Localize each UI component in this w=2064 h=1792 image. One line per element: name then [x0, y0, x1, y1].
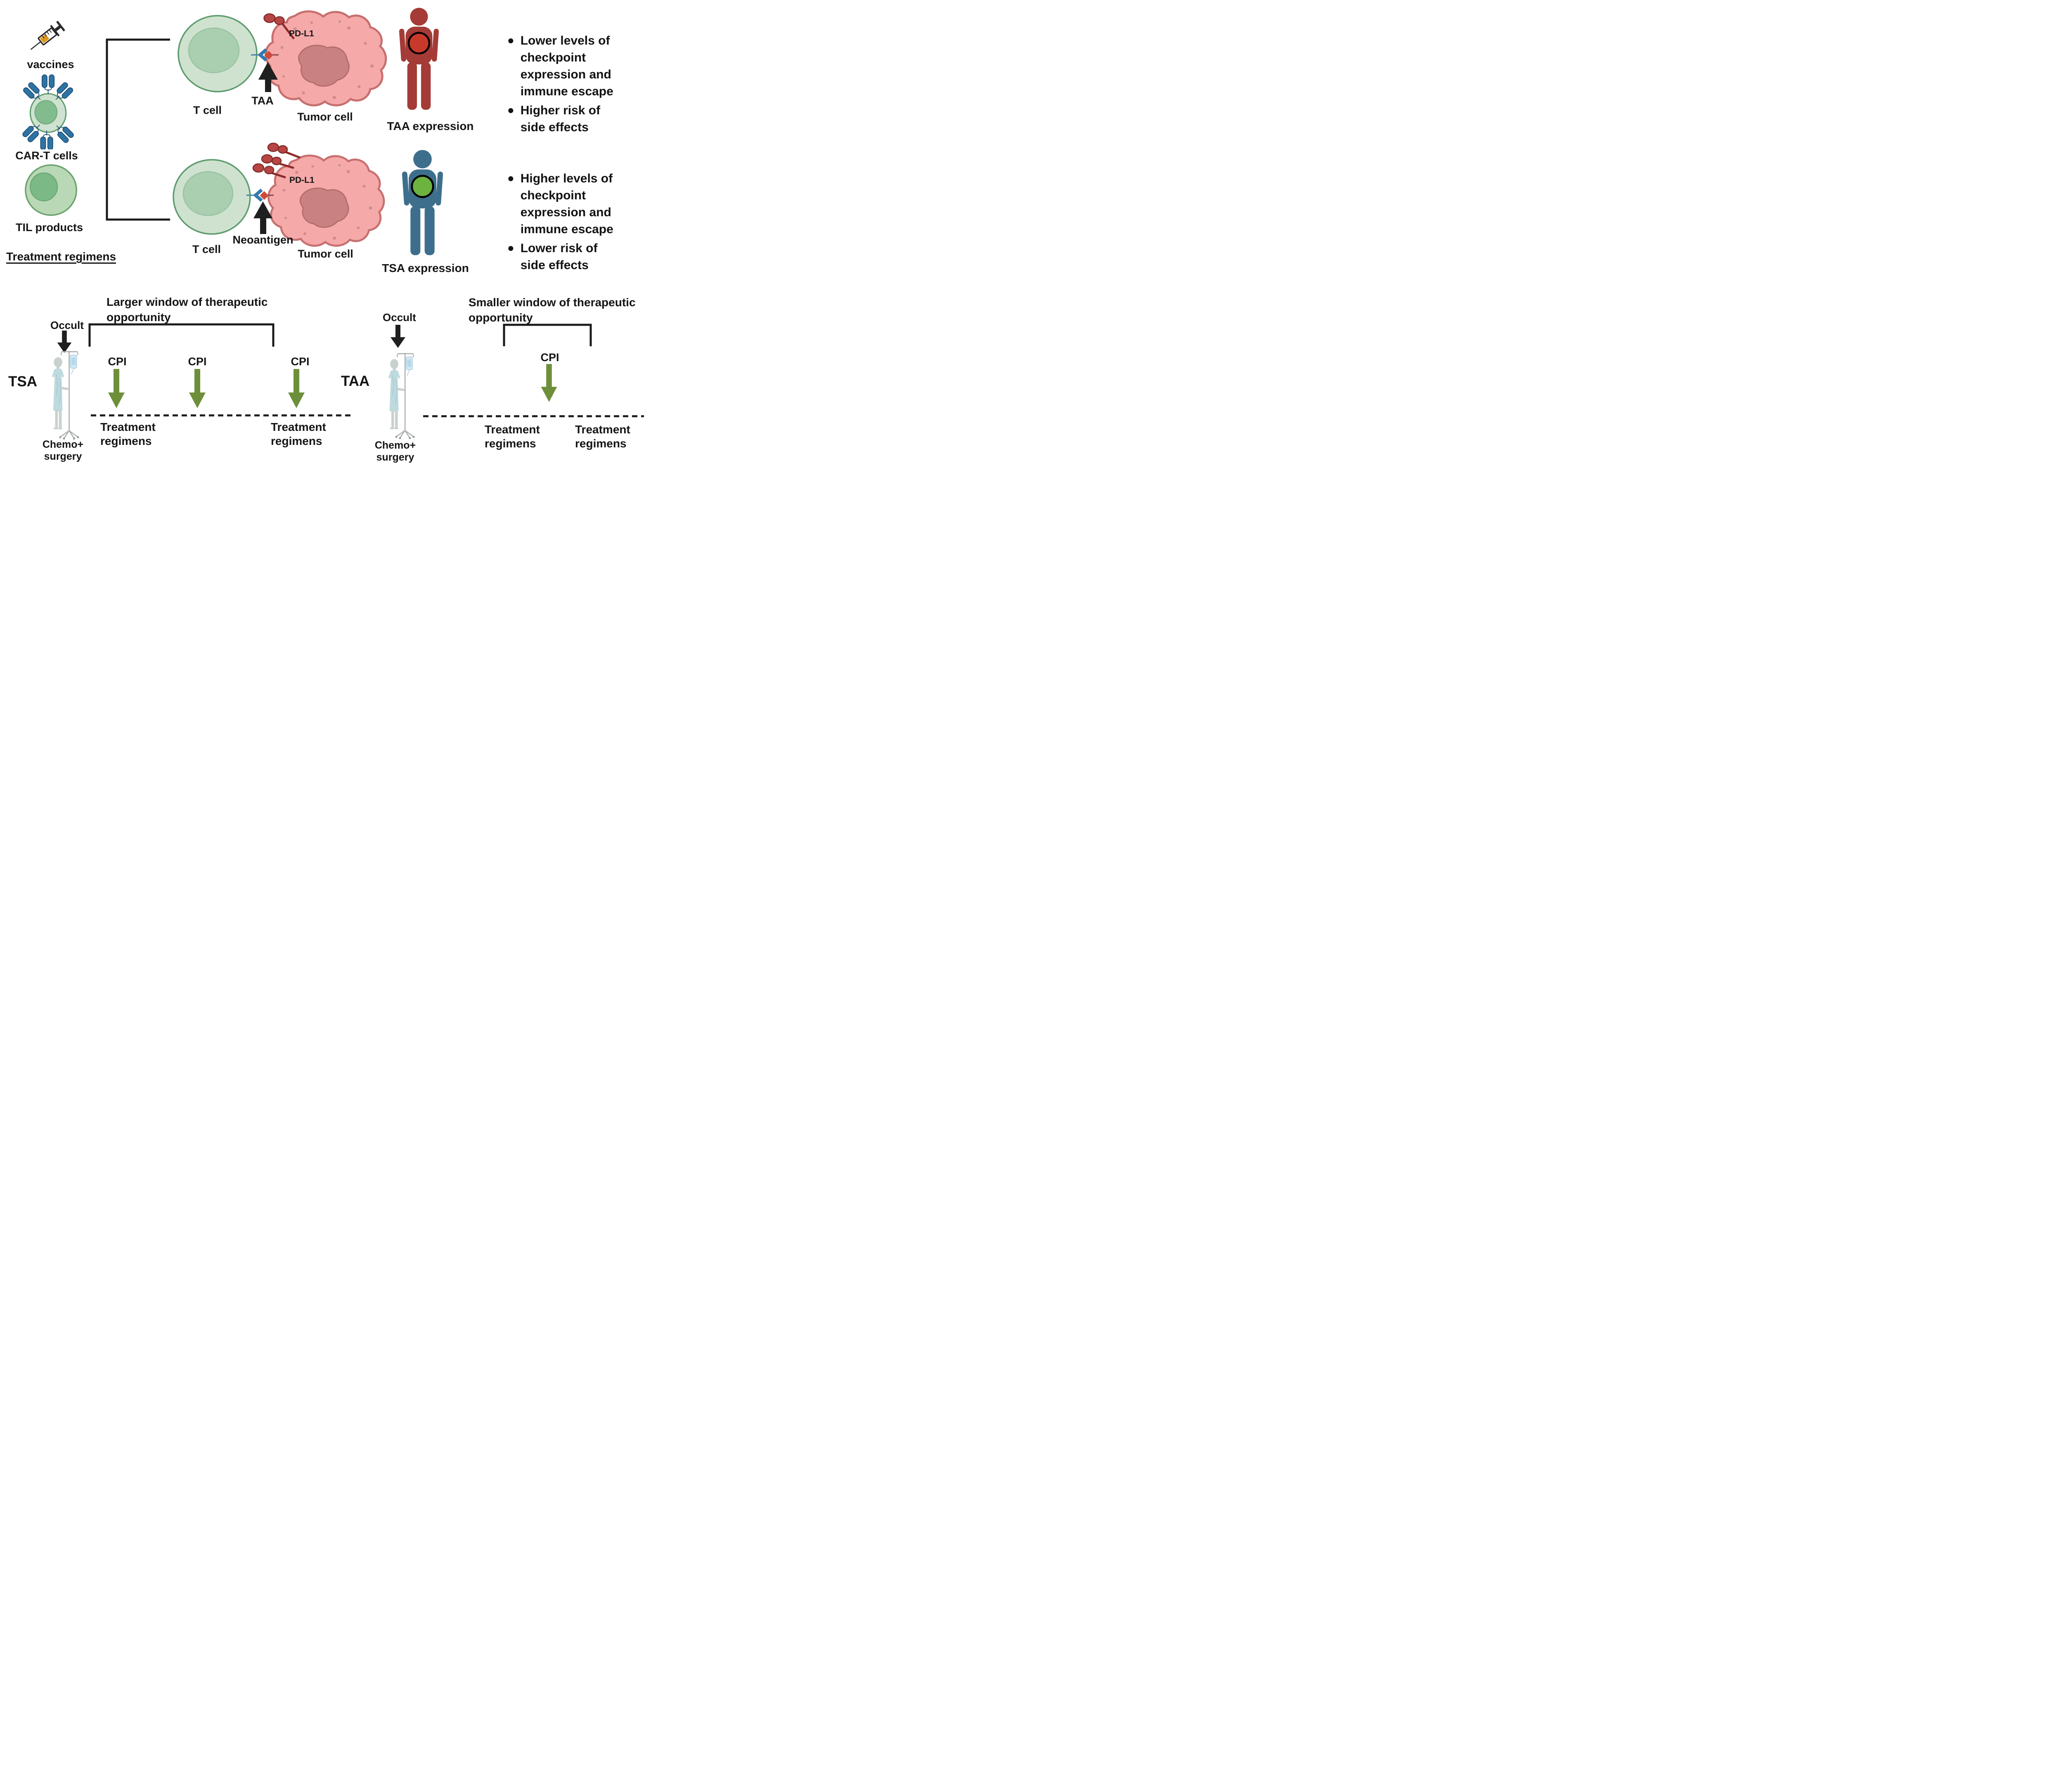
tsa-type-label: TSA	[8, 374, 37, 390]
list-item: • Lower risk of side effects	[508, 240, 644, 274]
bullet-text: Lower risk of side effects	[520, 241, 598, 272]
cpi-label-1: CPI	[108, 355, 127, 368]
bullet-dot: •	[508, 101, 514, 120]
bullet-text: Higher levels of checkpoint expression a…	[520, 172, 613, 236]
chemo-surgery-label-left: Chemo+ surgery	[42, 439, 84, 462]
bullet-text: Higher risk of side effects	[520, 104, 601, 134]
patient-figure	[52, 357, 69, 430]
neoantigen-up-arrow-icon	[253, 201, 272, 234]
pdl1-receptor-icon	[263, 13, 295, 40]
treatment-regimens-left-1: Treatment regimens	[100, 421, 156, 447]
tsa-row-graphic	[173, 142, 388, 253]
pdl1-receptor-icon	[252, 163, 286, 179]
bullet-dot: •	[508, 169, 514, 188]
tsa-bullet-list: • Higher levels of checkpoint expression…	[508, 170, 644, 274]
cpi-arrow-icon	[541, 364, 557, 402]
taa-expression-label: TAA expression	[387, 120, 474, 132]
chest-tumor-marker-red	[407, 32, 431, 54]
vaccines-label: vaccines	[27, 58, 74, 71]
occult-arrow-icon	[391, 325, 405, 348]
iv-pole-icon	[59, 351, 79, 440]
tcr-antigen-icon	[251, 48, 279, 62]
tumor-cell-icon	[268, 156, 384, 246]
cpi-arrow-icon	[108, 369, 125, 408]
t-cell-icon	[173, 159, 251, 235]
pdl1-receptor-icon	[261, 154, 294, 169]
cpi-arrow-icon	[189, 369, 206, 408]
t-cell-label-tsa: T cell	[192, 243, 221, 255]
person-icon-tsa	[402, 150, 443, 255]
taa-bullet-list: • Lower levels of checkpoint expression …	[508, 32, 644, 136]
tsa-expression-label: TSA expression	[382, 262, 469, 274]
bullet-dot: •	[508, 239, 514, 258]
cpi-label-right: CPI	[540, 351, 559, 364]
smaller-window-label: Smaller window of therapeutic opportunit…	[469, 296, 636, 324]
list-item: • Higher levels of checkpoint expression…	[508, 170, 644, 238]
tcr-antigen-icon	[246, 188, 274, 202]
neoantigen-label: Neoantigen	[232, 234, 294, 246]
cpi-label-2: CPI	[188, 355, 207, 368]
larger-window-bracket	[88, 323, 275, 347]
pdl1-receptor-icon	[267, 142, 301, 159]
dashed-timeline-left	[91, 414, 351, 416]
car-t-label: CAR-T cells	[15, 149, 78, 162]
t-cell-label-taa: T cell	[193, 104, 222, 116]
chest-tumor-marker-green	[411, 175, 434, 198]
tumor-cell-label-taa: Tumor cell	[297, 111, 353, 123]
bullet-dot: •	[508, 31, 514, 50]
smaller-window-bracket	[503, 324, 592, 346]
list-item: • Higher risk of side effects	[508, 102, 644, 136]
til-label: TIL products	[15, 221, 83, 234]
occult-label-right: Occult	[383, 311, 416, 324]
treatment-regimens-left-2: Treatment regimens	[271, 421, 326, 447]
treatments-bracket	[106, 38, 170, 221]
dashed-timeline-right	[423, 415, 644, 417]
person-icon-taa	[399, 7, 439, 110]
treatment-regimens-right-2: Treatment regimens	[575, 423, 630, 450]
patient-figure	[388, 359, 405, 430]
tumor-cell-label-tsa: Tumor cell	[298, 248, 353, 260]
iv-pole-icon	[395, 352, 415, 439]
iv-patient-icon	[388, 352, 415, 439]
list-item: • Lower levels of checkpoint expression …	[508, 32, 644, 100]
larger-window-label: Larger window of therapeutic opportunity	[107, 296, 268, 324]
til-cell-icon	[25, 164, 77, 216]
treatment-regimens-heading: Treatment regimens	[6, 250, 116, 263]
car-t-cell-icon	[21, 74, 75, 149]
taa-up-arrow-icon	[258, 62, 278, 92]
syringe-icon	[30, 21, 65, 50]
occult-arrow-icon	[57, 331, 72, 353]
treatment-regimens-right-1: Treatment regimens	[485, 423, 540, 450]
cpi-arrow-icon	[288, 369, 305, 408]
t-cell-icon	[178, 15, 258, 92]
occult-label-left: Occult	[50, 319, 84, 331]
pdl1-label-taa: PD-L1	[289, 29, 314, 38]
pdl1-label-tsa: PD-L1	[289, 175, 315, 185]
chemo-surgery-label-right: Chemo+ surgery	[374, 440, 416, 463]
cpi-label-3: CPI	[291, 355, 310, 368]
taa-type-label: TAA	[341, 373, 370, 389]
iv-patient-icon	[52, 351, 79, 440]
taa-antigen-label: TAA	[251, 95, 274, 107]
taa-row-graphic	[178, 4, 388, 128]
bullet-text: Lower levels of checkpoint expression an…	[520, 34, 613, 98]
